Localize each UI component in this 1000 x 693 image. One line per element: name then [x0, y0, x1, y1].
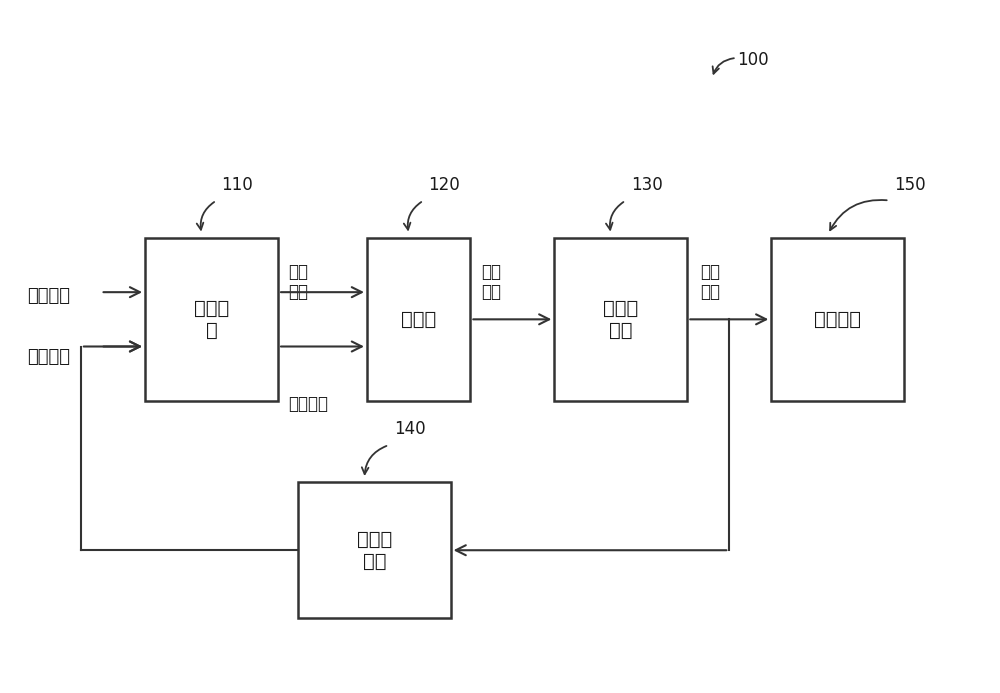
- Bar: [145, 238, 278, 401]
- Text: 反馈信号: 反馈信号: [27, 348, 70, 366]
- Text: 参考电平: 参考电平: [288, 395, 328, 413]
- Text: 负反馈
模块: 负反馈 模块: [357, 529, 392, 571]
- Text: 数字
信号: 数字 信号: [700, 263, 720, 301]
- Bar: [771, 238, 904, 401]
- Text: 比较
信号: 比较 信号: [481, 263, 501, 301]
- Text: 积分模
块: 积分模 块: [194, 299, 229, 340]
- Text: 140: 140: [394, 420, 426, 438]
- Bar: [554, 238, 687, 401]
- Text: 比较器: 比较器: [401, 310, 436, 329]
- Text: 传输控
制器: 传输控 制器: [603, 299, 638, 340]
- Text: 150: 150: [894, 176, 926, 194]
- Text: 100: 100: [737, 51, 768, 69]
- Text: 110: 110: [221, 176, 253, 194]
- Bar: [298, 482, 451, 618]
- Text: 测量模块: 测量模块: [814, 310, 861, 329]
- Text: 130: 130: [631, 176, 662, 194]
- Text: 初始信号: 初始信号: [27, 287, 70, 304]
- Text: 积分
信号: 积分 信号: [288, 263, 308, 301]
- Bar: [367, 238, 470, 401]
- Text: 120: 120: [429, 176, 460, 194]
